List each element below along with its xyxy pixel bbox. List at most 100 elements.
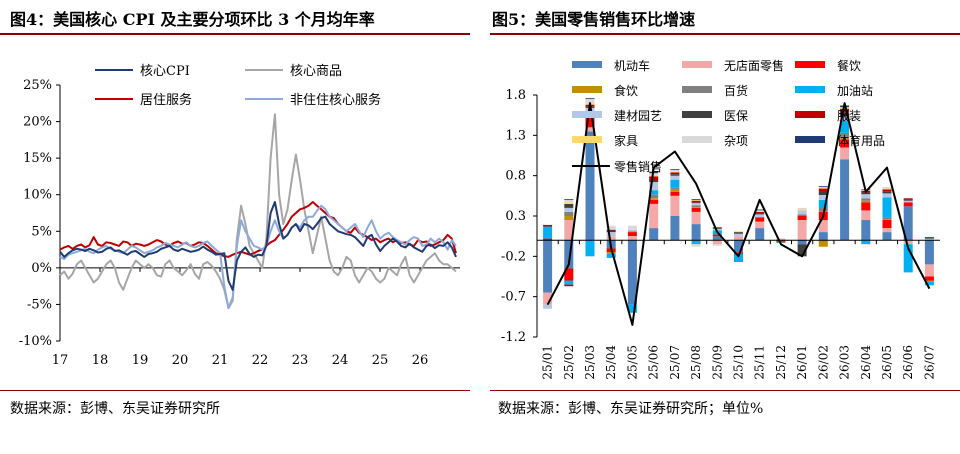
- right-bar-segment: [903, 198, 913, 200]
- right-bar-segment: [903, 244, 913, 273]
- right-bar-segment: [585, 98, 595, 99]
- right-bar-segment: [670, 216, 680, 241]
- right-legend-label: 服装: [837, 109, 861, 123]
- right-y-tick-label: -0.7: [501, 290, 526, 305]
- right-x-tick-label: 25/10: [732, 345, 746, 380]
- right-bar-segment: [712, 234, 722, 237]
- right-bar-segment: [670, 191, 680, 196]
- right-bar-segment: [797, 220, 807, 241]
- right-bar-segment: [840, 116, 850, 121]
- left-x-tick-label: 23: [292, 353, 309, 368]
- left-series-line: [59, 201, 457, 291]
- right-bar-segment: [649, 228, 659, 241]
- right-legend-swatch: [682, 136, 712, 143]
- left-x-tick-label: 20: [172, 353, 189, 368]
- right-bar-segment: [564, 207, 574, 212]
- right-legend-label: 医保: [724, 109, 748, 123]
- right-legend-label: 无店面零售: [724, 58, 784, 73]
- right-bar-segment: [543, 224, 553, 227]
- right-bar-segment: [818, 220, 828, 233]
- right-bar-segment: [924, 240, 934, 265]
- right-bar-segment: [882, 228, 892, 233]
- right-bar-segment: [585, 115, 595, 128]
- right-bar-segment: [670, 187, 680, 190]
- right-legend-label: 食饮: [614, 83, 638, 98]
- right-bar-segment: [564, 268, 574, 281]
- right-bar-segment: [691, 203, 701, 206]
- right-bar-segment: [861, 198, 871, 201]
- left-x-tick-label: 17: [52, 353, 69, 368]
- right-bar-segment: [882, 232, 892, 241]
- right-bar-segment: [924, 238, 934, 241]
- right-x-tick-label: 26/02: [816, 345, 830, 380]
- right-bar-segment: [649, 180, 659, 183]
- right-x-tick-label: 26/07: [922, 345, 936, 380]
- right-bar-segment: [797, 210, 807, 215]
- right-chart-title: 图5：美国零售销售环比增速: [492, 10, 696, 29]
- left-y-tick-label: -5%: [27, 297, 52, 312]
- right-x-tick-label: 25/05: [625, 345, 639, 380]
- left-series-line: [59, 204, 457, 310]
- right-bar-segment: [797, 209, 807, 211]
- right-bar-segment: [882, 197, 892, 218]
- right-bar-segment: [543, 292, 553, 305]
- right-bar-segment: [670, 171, 680, 173]
- right-bar-segment: [818, 232, 828, 241]
- right-bar-segment: [840, 147, 850, 160]
- right-bar-segment: [606, 230, 616, 233]
- right-y-tick-label: 1.8: [505, 88, 526, 103]
- right-bar-segment: [818, 188, 828, 191]
- right-x-tick-label: 25/11: [753, 345, 767, 380]
- right-bar-segment: [606, 252, 616, 254]
- right-bar-segment: [755, 228, 765, 241]
- left-y-tick-label: 25%: [23, 78, 52, 93]
- right-legend-swatch: [795, 61, 825, 68]
- right-bar-segment: [734, 232, 743, 234]
- right-bar-segment: [564, 199, 574, 200]
- right-bar-segment: [649, 182, 659, 191]
- right-bar-segment: [755, 212, 765, 214]
- right-legend-swatch: [572, 61, 602, 68]
- right-bar-segment: [585, 240, 595, 257]
- right-bar-segment: [606, 236, 616, 241]
- right-bar-segment: [818, 187, 828, 189]
- right-bar-segment: [670, 175, 680, 180]
- right-legend-label: 家具: [614, 133, 638, 148]
- left-legend-label: 居住服务: [140, 92, 192, 108]
- right-bar-segment: [818, 195, 828, 200]
- right-legend-swatch: [795, 136, 825, 143]
- left-x-tick-label: 19: [132, 353, 149, 368]
- left-x-tick-label: 25: [372, 353, 389, 368]
- right-bar-segment: [924, 237, 934, 238]
- right-bar-segment: [818, 207, 828, 212]
- right-bar-segment: [840, 108, 850, 113]
- right-bar-segment: [924, 280, 934, 282]
- right-bar-segment: [691, 244, 701, 247]
- right-bar-segment: [882, 191, 892, 194]
- right-bar-segment: [734, 252, 743, 254]
- right-legend-swatch: [795, 86, 825, 93]
- right-bar-segment: [861, 210, 871, 221]
- right-bar-segment: [797, 216, 807, 220]
- right-legend-label: 加油站: [837, 84, 873, 98]
- right-bar-segment: [564, 216, 574, 220]
- right-bar-segment: [606, 253, 616, 258]
- right-legend-swatch: [572, 111, 602, 118]
- left-y-tick-label: 5%: [31, 224, 52, 239]
- right-legend-swatch: [682, 86, 712, 93]
- right-bar-segment: [755, 211, 765, 212]
- right-bar-segment: [691, 224, 701, 241]
- right-bar-segment: [840, 159, 850, 241]
- right-bar-segment: [755, 210, 765, 212]
- right-bar-segment: [564, 284, 574, 287]
- right-bar-segment: [649, 203, 659, 229]
- right-bar-segment: [627, 225, 637, 230]
- left-x-tick-label: 26: [412, 353, 429, 368]
- left-source-note: 数据来源：彭博、东吴证券研究所: [10, 401, 220, 417]
- right-bar-segment: [691, 202, 701, 204]
- right-x-tick-label: 25/01: [541, 345, 555, 380]
- right-source-note: 数据来源：彭博、东吴证券研究所；单位%: [498, 401, 764, 417]
- right-bar-segment: [670, 189, 680, 192]
- right-legend-swatch: [572, 136, 602, 143]
- right-y-tick-label: 1.3: [505, 128, 526, 143]
